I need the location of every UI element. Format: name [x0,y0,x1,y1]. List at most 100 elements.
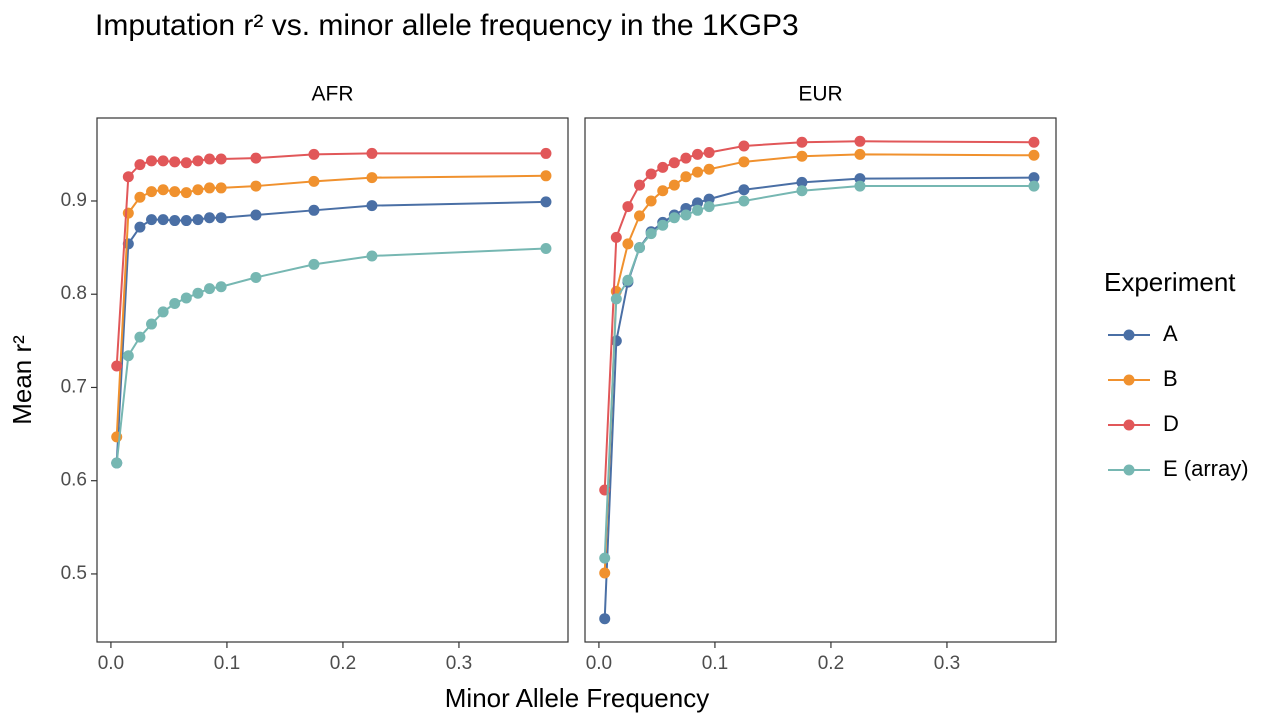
data-point [111,457,123,469]
legend-label: D [1163,411,1179,436]
facet-label: EUR [798,83,842,106]
data-point [645,195,657,207]
data-point [738,156,750,168]
data-point [680,171,692,183]
data-point [122,207,134,219]
data-point [308,148,320,160]
data-point [645,228,657,240]
legend-marker [1123,329,1135,341]
data-point [134,159,146,171]
data-point [599,552,611,564]
data-point [192,214,204,226]
data-point [668,157,680,169]
legend-marker [1123,419,1135,431]
data-point [657,161,669,173]
legend-marker [1123,374,1135,386]
data-point [599,567,611,579]
x-tick-label: 0.1 [214,653,240,674]
data-point [250,209,262,221]
data-point [622,201,634,213]
x-tick-label: 0.2 [330,653,356,674]
data-point [169,298,181,310]
data-point [169,186,181,198]
data-point [192,287,204,299]
legend-label: B [1163,366,1178,391]
data-point [366,147,378,159]
x-axis-label: Minor Allele Frequency [445,683,709,713]
data-point [111,360,123,372]
y-tick-label: 0.6 [61,470,87,491]
data-point [308,258,320,270]
data-point [134,331,146,343]
data-point [540,170,552,182]
data-point [180,292,192,304]
data-point [250,180,262,192]
data-point [668,179,680,191]
data-point [146,186,158,198]
legend-title: Experiment [1104,267,1236,297]
data-point [146,155,158,167]
data-point [657,219,669,231]
data-point [215,153,227,165]
data-point [796,150,808,162]
data-point [180,157,192,169]
data-point [680,209,692,221]
data-point [692,148,704,160]
data-point [157,155,169,167]
data-point [1028,149,1040,161]
data-point [540,196,552,208]
data-point [192,155,204,167]
data-point [680,152,692,164]
data-point [854,148,866,160]
data-point [610,231,622,243]
data-point [657,185,669,197]
data-point [634,210,646,222]
data-point [622,274,634,286]
data-point [634,179,646,191]
data-point [703,163,715,175]
data-point [134,191,146,203]
data-point [854,135,866,147]
data-point [634,242,646,254]
data-point [192,184,204,196]
data-point [692,166,704,178]
x-tick-label: 0.0 [586,653,612,674]
data-point [204,283,216,295]
data-point [122,171,134,183]
x-tick-label: 0.2 [818,653,844,674]
data-point [738,184,750,196]
data-point [308,204,320,216]
data-point [645,168,657,180]
chart-title: Imputation r² vs. minor allele frequency… [95,9,799,42]
panel-background [584,117,1057,643]
data-point [692,204,704,216]
data-point [250,271,262,283]
data-point [622,238,634,250]
data-point [204,153,216,165]
data-point [1028,180,1040,192]
series-line [603,185,1034,559]
x-tick-label: 0.3 [446,653,472,674]
y-tick-label: 0.8 [61,283,87,304]
data-point [122,238,134,250]
legend-label: A [1163,321,1178,346]
data-point [703,201,715,213]
data-point [540,243,552,255]
data-point [180,215,192,227]
data-point [157,184,169,196]
data-point [854,180,866,192]
data-point [540,147,552,159]
data-point [796,176,808,188]
data-point [366,250,378,262]
data-point [204,182,216,194]
data-point [146,214,158,226]
data-point [1028,136,1040,148]
y-tick-label: 0.9 [61,190,87,211]
data-point [215,212,227,224]
data-point [738,195,750,207]
data-point [215,281,227,293]
facet-label: AFR [312,83,354,106]
data-point [599,613,611,625]
legend-marker [1123,464,1135,476]
